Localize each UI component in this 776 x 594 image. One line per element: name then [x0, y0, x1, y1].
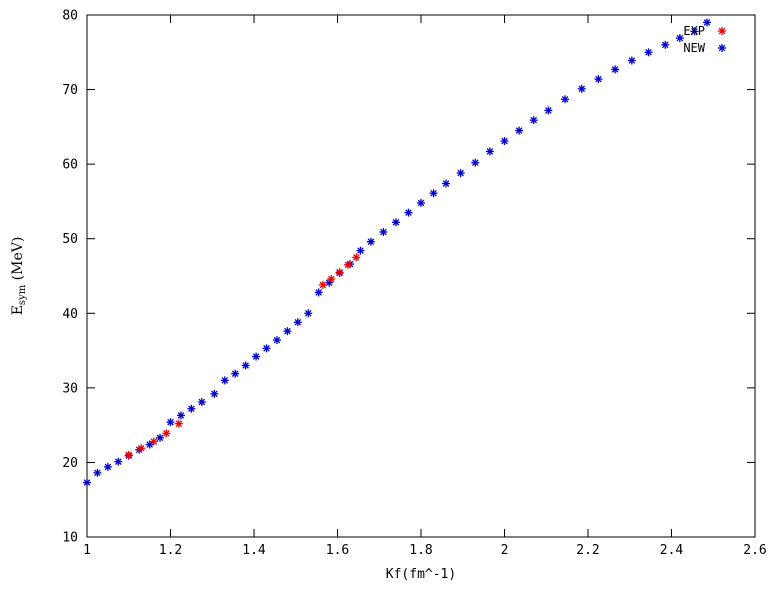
data-point: [594, 75, 603, 84]
data-point: [500, 137, 509, 146]
series-NEW: [83, 18, 711, 487]
data-point: [293, 318, 302, 327]
data-point: [241, 361, 250, 370]
data-point: [352, 253, 361, 262]
data-point: [93, 468, 102, 477]
data-point: [124, 450, 133, 459]
data-point: [356, 246, 365, 255]
data-point: [314, 288, 323, 297]
data-point: [577, 84, 586, 93]
data-point: [675, 34, 684, 43]
data-point: [335, 268, 344, 277]
data-point: [544, 106, 553, 115]
data-point: [210, 389, 219, 398]
y-axis-tick-label: 60: [62, 158, 78, 173]
data-point: [379, 228, 388, 237]
data-point: [272, 336, 281, 345]
data-point: [220, 376, 229, 385]
x-axis-tick-label: 2.4: [660, 543, 684, 558]
data-point: [103, 462, 112, 471]
data-point: [429, 189, 438, 198]
data-point: [718, 44, 726, 52]
data-point: [252, 352, 261, 361]
data-point: [366, 237, 375, 246]
data-point: [283, 327, 292, 336]
data-point: [627, 56, 636, 65]
data-point: [644, 48, 653, 57]
x-axis-tick-label: 2.2: [576, 543, 599, 558]
data-point: [156, 433, 165, 442]
data-point: [318, 280, 327, 289]
data-point: [149, 437, 158, 446]
x-axis-tick-label: 1.4: [242, 543, 266, 558]
data-point: [174, 419, 183, 428]
data-point: [417, 198, 425, 207]
data-point: [137, 444, 146, 453]
data-point: [262, 344, 271, 353]
y-axis-title: Esym (MeV): [10, 237, 28, 316]
x-axis-tick-label: 1: [83, 543, 91, 558]
data-point: [83, 478, 91, 487]
data-point: [343, 260, 352, 269]
data-point: [561, 95, 570, 104]
data-point: [231, 369, 240, 378]
data-point: [442, 179, 451, 188]
legend-label: EXP: [683, 24, 705, 38]
y-axis: 10 20 30 40 50 60 70 80: [62, 9, 755, 546]
data-point: [197, 398, 206, 407]
data-point: [166, 418, 175, 427]
x-axis-tick-label: 1.6: [326, 543, 349, 558]
data-point: [404, 208, 413, 217]
y-axis-tick-label: 80: [62, 9, 78, 24]
data-point: [176, 411, 185, 420]
data-point: [327, 274, 336, 283]
data-point: [391, 218, 400, 227]
x-axis-tick-label: 1.2: [159, 543, 182, 558]
y-axis-tick-label: 50: [62, 232, 78, 247]
x-axis-tick-label: 2.6: [743, 543, 766, 558]
y-axis-tick-label: 20: [62, 456, 78, 471]
legend: EXP NEW: [683, 24, 726, 55]
data-point: [304, 309, 313, 318]
data-point: [661, 40, 670, 49]
data-point: [471, 158, 480, 167]
data-point: [690, 27, 699, 36]
data-point: [145, 440, 154, 449]
data-point: [702, 18, 711, 27]
x-axis: 1 1.2 1.4 1.6 1.8 2 2.2 2.4 2.6: [83, 15, 767, 558]
x-axis-tick-label: 2: [501, 543, 509, 558]
data-point: [718, 27, 726, 35]
data-point: [114, 457, 123, 466]
x-axis-tick-label: 1.8: [409, 543, 432, 558]
y-axis-tick-label: 70: [62, 83, 78, 98]
data-point: [515, 126, 524, 135]
data-point: [456, 169, 465, 178]
y-axis-tick-label: 10: [62, 531, 78, 546]
data-point: [485, 147, 494, 156]
series-EXP: [124, 253, 361, 459]
x-axis-title: Kf(fm^-1): [386, 567, 456, 582]
plot-border: [86, 14, 756, 538]
data-point: [611, 65, 620, 74]
y-axis-tick-label: 40: [62, 307, 78, 322]
legend-label: NEW: [683, 41, 705, 55]
data-point: [187, 404, 196, 413]
data-point: [162, 429, 171, 438]
y-axis-tick-label: 30: [62, 381, 78, 396]
data-point: [529, 116, 538, 125]
